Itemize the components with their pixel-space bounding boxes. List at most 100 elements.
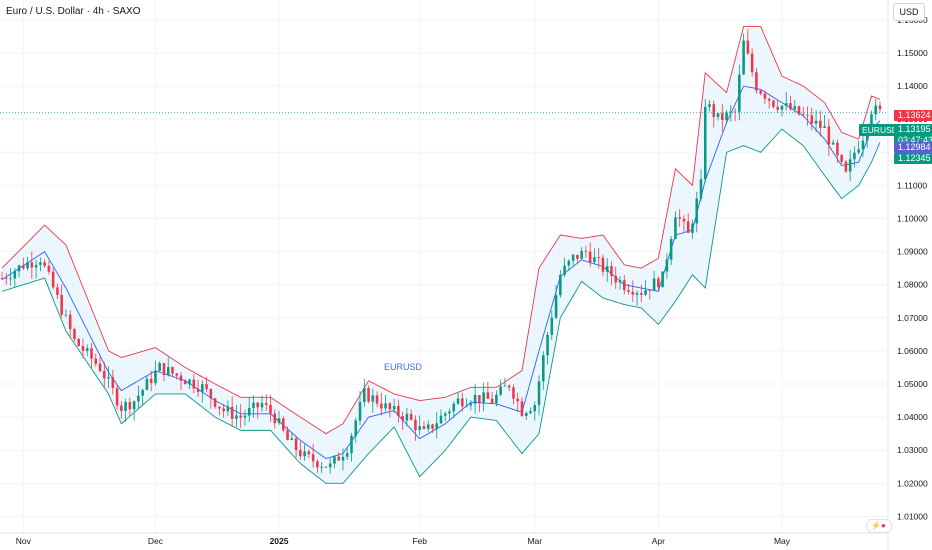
y-tick-label: 1.11000: [897, 180, 927, 190]
candle-body: [465, 405, 468, 407]
candle-body: [435, 423, 439, 429]
lower-band-line: [1, 128, 881, 484]
candle-body: [516, 398, 519, 402]
y-tick-label: 1.15000: [897, 48, 928, 58]
candle-body: [320, 466, 323, 468]
candle-body: [422, 426, 426, 429]
candle-body: [243, 415, 247, 418]
candle-body: [124, 401, 127, 411]
band-fill: [2, 26, 880, 484]
candle-body: [22, 265, 25, 269]
candle-body: [149, 378, 153, 384]
basis-tag: 1.12984: [894, 142, 932, 153]
candle-body: [107, 377, 110, 379]
candle-body: [759, 90, 762, 94]
candle-body: [94, 358, 98, 364]
candle-body: [448, 411, 451, 414]
candle-body: [367, 388, 370, 402]
candle-body: [814, 120, 818, 124]
candle-body: [213, 398, 217, 407]
candle-body: [644, 290, 647, 295]
candle-body: [303, 451, 306, 457]
y-tick-label: 1.07000: [897, 313, 928, 323]
candle-body: [507, 385, 511, 388]
candle-body: [239, 415, 242, 418]
candle-body: [120, 405, 123, 411]
candle-body: [580, 250, 583, 259]
candle-body: [371, 395, 375, 402]
candle-body: [354, 420, 358, 436]
candle-body: [111, 377, 115, 389]
candle-body: [674, 217, 677, 239]
candle-body: [840, 155, 843, 162]
candle-body: [17, 265, 21, 272]
candle-body: [269, 404, 272, 414]
candle-body: [605, 266, 609, 272]
upper-band-tag: 1.13624: [894, 110, 932, 121]
candle-body: [478, 395, 481, 403]
x-tick-label: Nov: [16, 536, 32, 546]
y-tick-label: 1.02000: [897, 478, 928, 488]
candle-body: [380, 403, 383, 409]
candle-body: [567, 260, 571, 266]
candle-body: [333, 456, 336, 464]
candle-body: [486, 392, 490, 399]
candle-body: [742, 40, 745, 75]
candle-body: [823, 126, 826, 128]
candle-body: [43, 262, 46, 266]
candle-body: [614, 275, 618, 283]
candle-body: [39, 262, 42, 265]
y-tick-label: 1.08000: [897, 280, 928, 290]
y-tick-label: 1.04000: [897, 412, 928, 422]
candle-body: [277, 418, 281, 424]
candle-body: [870, 114, 873, 130]
candle-body: [60, 294, 63, 315]
candle-body: [260, 403, 264, 408]
candle-body: [473, 395, 477, 404]
candle-body: [550, 317, 554, 335]
candle-body: [401, 415, 404, 421]
candle-body: [196, 388, 200, 392]
candle-body: [495, 394, 498, 404]
x-tick-label: Feb: [412, 536, 427, 546]
candle-body: [115, 388, 119, 406]
candle-body: [682, 218, 686, 222]
candle-body: [392, 406, 396, 410]
candle-body: [665, 259, 669, 272]
candle-body: [426, 424, 430, 429]
candle-body: [648, 290, 652, 291]
candle-body: [264, 403, 268, 405]
candle-body: [503, 385, 507, 387]
candle-body: [363, 388, 366, 403]
candle-body: [158, 363, 161, 371]
candle-body: [337, 456, 340, 461]
candle-body: [827, 126, 831, 145]
candle-body: [627, 290, 630, 292]
candle-body: [750, 53, 754, 73]
candle-body: [878, 105, 882, 110]
candle-body: [47, 265, 51, 272]
currency-button[interactable]: USD: [893, 3, 925, 21]
candle-body: [763, 93, 767, 99]
candle-body: [30, 262, 34, 268]
candle-body: [154, 370, 157, 384]
lower-band-tag: 1.12345: [894, 153, 932, 164]
symbol-tag: EURUSD: [859, 124, 901, 136]
candle-body: [311, 454, 315, 462]
candle-body: [482, 392, 485, 403]
candle-body: [128, 401, 132, 410]
candle-body: [857, 149, 860, 153]
candle-body: [388, 403, 392, 410]
candle-body: [77, 338, 80, 347]
candle-body: [324, 466, 328, 468]
candle-body: [452, 403, 456, 412]
candle-body: [546, 334, 549, 356]
candle-body: [179, 375, 183, 381]
candle-body: [183, 380, 187, 385]
candle-body: [103, 370, 106, 379]
candle-body: [252, 402, 255, 409]
candle-body: [341, 456, 345, 461]
candle-body: [772, 100, 775, 107]
tradingview-icon[interactable]: ⚡ ●: [866, 519, 892, 533]
